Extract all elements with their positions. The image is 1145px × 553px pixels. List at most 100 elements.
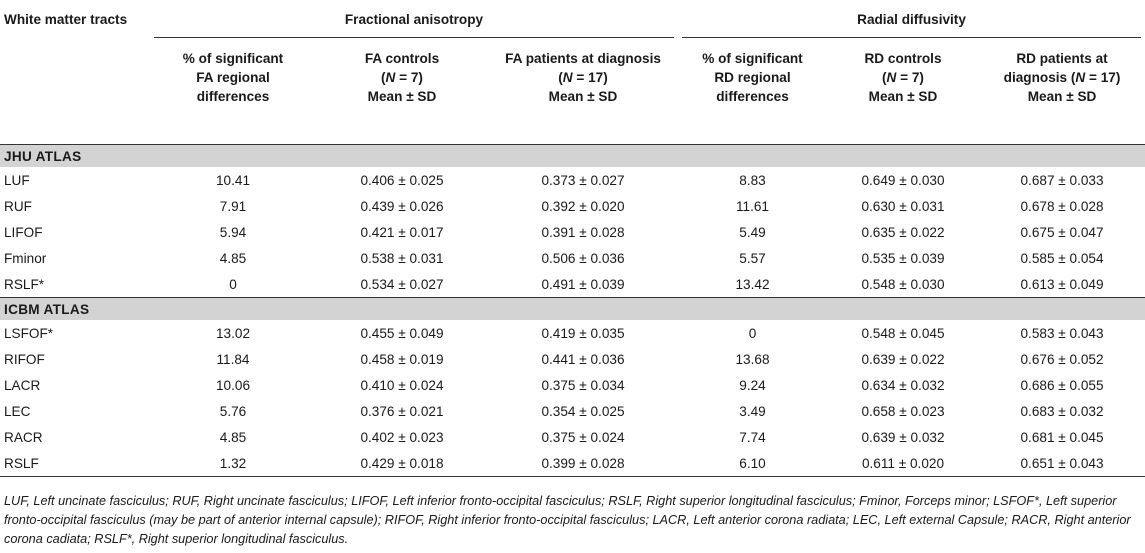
tract-name-cell: LEC bbox=[4, 403, 31, 419]
table-row: RUF 7.91 0.439 ± 0.026 0.392 ± 0.020 11.61 0.… bbox=[0, 193, 1145, 219]
column-header-line: RD patients at bbox=[1016, 51, 1108, 66]
column-header-part: ( bbox=[558, 70, 563, 85]
tract-name-cell: RIFOF bbox=[4, 351, 45, 367]
table-row: LIFOF 5.94 0.421 ± 0.017 0.391 ± 0.028 5.49 0… bbox=[0, 219, 1145, 245]
value-cell: 0.687 ± 0.033 bbox=[1020, 172, 1104, 188]
table-row: Fminor 4.85 0.538 ± 0.031 0.506 ± 0.036 5.57… bbox=[0, 245, 1145, 271]
table-body: JHU ATLAS LUF 10.41 0.406 ± 0.025 0.373 ± 0.… bbox=[0, 144, 1145, 477]
value-cell: 10.06 bbox=[215, 377, 251, 393]
column-header-part: ( bbox=[381, 70, 386, 85]
value-cell: 0.491 ± 0.039 bbox=[541, 276, 625, 292]
column-header: RD patients at diagnosis (N = 17) Mean ± S… bbox=[979, 38, 1145, 145]
column-header-line: differences bbox=[716, 89, 789, 104]
column-header-line: % of significant bbox=[182, 51, 284, 66]
table-row: RACR 4.85 0.402 ± 0.023 0.375 ± 0.024 7.74 0.… bbox=[0, 424, 1145, 450]
value-cell: 0.410 ± 0.024 bbox=[360, 377, 444, 393]
value-cell: 4.85 bbox=[219, 250, 247, 266]
table-row: LUF 10.41 0.406 ± 0.025 0.373 ± 0.027 8.83 0.… bbox=[0, 167, 1145, 193]
tract-name-cell: LACR bbox=[4, 377, 41, 393]
table-row: RIFOF 11.84 0.458 ± 0.019 0.441 ± 0.036 13.6… bbox=[0, 346, 1145, 372]
value-cell: 0.611 ± 0.020 bbox=[861, 455, 945, 471]
value-cell: 3.49 bbox=[739, 403, 766, 419]
rd-group-rule bbox=[682, 37, 1142, 38]
value-cell: 0.548 ± 0.045 bbox=[861, 325, 945, 341]
value-cell: 5.57 bbox=[739, 250, 766, 266]
column-header-part: = 17) bbox=[1085, 70, 1121, 85]
value-cell: 5.76 bbox=[219, 403, 247, 419]
value-cell: 0.635 ± 0.022 bbox=[861, 224, 945, 240]
value-cell: 0 bbox=[229, 276, 237, 292]
column-header: RD controls (N = 7) Mean ± SD bbox=[827, 38, 979, 145]
value-cell: 0.538 ± 0.031 bbox=[360, 250, 444, 266]
tract-name-cell: RSLF bbox=[4, 455, 39, 471]
value-cell: 6.10 bbox=[739, 455, 766, 471]
column-header-line: RD regional bbox=[714, 70, 791, 85]
value-cell: 0.634 ± 0.032 bbox=[861, 377, 945, 393]
value-cell: 9.24 bbox=[739, 377, 766, 393]
value-cell: 0 bbox=[748, 325, 757, 341]
value-cell: 0.686 ± 0.055 bbox=[1020, 377, 1104, 393]
tract-name-cell: LIFOF bbox=[4, 224, 43, 240]
value-cell: 0.402 ± 0.023 bbox=[360, 429, 444, 445]
value-cell: 4.85 bbox=[219, 429, 247, 445]
value-cell: 0.548 ± 0.030 bbox=[861, 276, 945, 292]
value-cell: 7.74 bbox=[739, 429, 766, 445]
column-header-part: = 7) bbox=[395, 70, 423, 85]
column-header: FA patients at diagnosis (N = 17) Mean ± S… bbox=[488, 38, 678, 145]
value-cell: 0.630 ± 0.031 bbox=[861, 198, 945, 214]
value-cell: 1.32 bbox=[219, 455, 247, 471]
column-header-line: (N = 7) bbox=[827, 68, 979, 87]
column-header-line: differences bbox=[196, 89, 270, 104]
fa-group-rule bbox=[154, 37, 674, 38]
fa-group-header: Fractional anisotropy bbox=[150, 0, 678, 38]
tract-name-cell: Fminor bbox=[4, 250, 47, 266]
column-header: % of significant FA regional differences bbox=[150, 38, 316, 145]
value-cell: 0.651 ± 0.043 bbox=[1020, 455, 1104, 471]
column-header-line: Mean ± SD bbox=[548, 89, 618, 104]
rd-group-label: Radial diffusivity bbox=[857, 11, 966, 27]
value-cell: 0.441 ± 0.036 bbox=[541, 351, 625, 367]
column-header-line: Mean ± SD bbox=[367, 89, 437, 104]
value-cell: 7.91 bbox=[219, 198, 247, 214]
value-cell: 0.678 ± 0.028 bbox=[1020, 198, 1104, 214]
value-cell: 8.83 bbox=[739, 172, 766, 188]
value-cell: 5.49 bbox=[739, 224, 766, 240]
tract-column-header: White matter tracts bbox=[4, 11, 128, 27]
value-cell: 0.375 ± 0.024 bbox=[541, 429, 625, 445]
column-header-line: Mean ± SD bbox=[1027, 89, 1097, 104]
tract-name-cell: LUF bbox=[4, 172, 30, 188]
empty-header-cell bbox=[0, 38, 150, 145]
column-header-part: = 7) bbox=[896, 70, 924, 85]
table-row: LEC 5.76 0.376 ± 0.021 0.354 ± 0.025 3.49 0.6… bbox=[0, 398, 1145, 424]
column-header-line: Mean ± SD bbox=[868, 89, 938, 104]
value-cell: 0.658 ± 0.023 bbox=[861, 403, 945, 419]
value-cell: 0.585 ± 0.054 bbox=[1020, 250, 1104, 266]
fa-group-label: Fractional anisotropy bbox=[344, 11, 484, 27]
section-header-row: ICBM ATLAS bbox=[0, 297, 1145, 320]
column-header-part: = 17) bbox=[572, 70, 608, 85]
value-cell: 0.676 ± 0.052 bbox=[1020, 351, 1104, 367]
value-cell: 0.506 ± 0.036 bbox=[541, 250, 625, 266]
column-header-line: FA patients at diagnosis bbox=[505, 51, 661, 66]
value-cell: 0.534 ± 0.027 bbox=[360, 276, 444, 292]
results-table: White matter tracts Fractional anisotrop… bbox=[0, 0, 1145, 477]
value-cell: 0.535 ± 0.039 bbox=[861, 250, 945, 266]
value-cell: 0.375 ± 0.034 bbox=[541, 377, 625, 393]
value-cell: 0.681 ± 0.045 bbox=[1020, 429, 1104, 445]
value-cell: 13.68 bbox=[735, 351, 770, 367]
value-cell: 0.399 ± 0.028 bbox=[541, 455, 625, 471]
value-cell: 10.41 bbox=[215, 172, 251, 188]
sample-size-symbol: N bbox=[1075, 70, 1086, 85]
value-cell: 13.02 bbox=[215, 325, 251, 341]
value-cell: 0.392 ± 0.020 bbox=[541, 198, 625, 214]
value-cell: 0.458 ± 0.019 bbox=[360, 351, 444, 367]
value-cell: 0.376 ± 0.021 bbox=[360, 403, 444, 419]
section-title: JHU ATLAS bbox=[0, 144, 1145, 167]
value-cell: 0.683 ± 0.032 bbox=[1020, 403, 1104, 419]
sample-size-symbol: N bbox=[562, 70, 573, 85]
column-header: FA controls (N = 7) Mean ± SD bbox=[316, 38, 488, 145]
column-header-row: % of significant FA regional differences FA… bbox=[0, 38, 1145, 145]
column-header-line: FA controls bbox=[364, 51, 440, 66]
column-header-line: FA regional bbox=[196, 70, 270, 85]
column-header-line: RD controls bbox=[864, 51, 942, 66]
